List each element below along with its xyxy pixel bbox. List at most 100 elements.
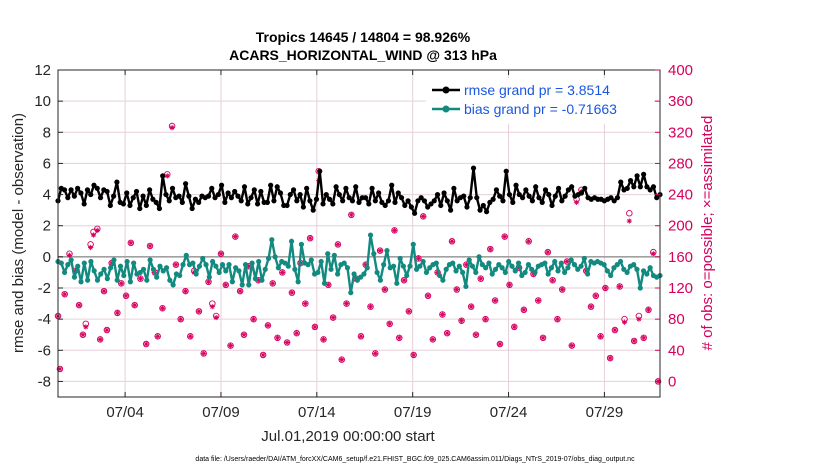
obs-assimilated-point [182,288,189,294]
bias-point [637,285,643,291]
y-right-tick-label: 400 [668,62,693,79]
rmse-point [114,179,120,185]
rmse-point [287,191,293,198]
y-tick-label: 12 [34,62,51,79]
bias-point [404,272,410,279]
obs-assimilated-point [612,327,618,333]
bias-point [117,263,124,269]
bias-point [361,271,367,277]
bias-point [460,269,466,276]
obs-possible-point [544,248,552,256]
obs-assimilated-point [363,262,369,268]
rmse-point [232,188,238,195]
rmse-point [192,196,199,202]
obs-assimilated-point [87,244,94,251]
bias-point [295,279,301,285]
obs-assimilated-point [411,352,417,358]
rmse-point [336,191,342,198]
rmse-point [487,199,493,205]
rmse-point [133,188,140,195]
rmse-point [503,168,509,174]
rmse-point [235,193,241,199]
obs-assimilated-point [155,333,161,339]
obs-possible-point [79,331,87,338]
obs-assimilated-point [430,336,436,342]
bias-point [65,262,71,268]
rmse-point [94,185,100,191]
rmse-point [107,202,113,209]
obs-possible-point [506,281,513,289]
obs-assimilated-point [164,173,170,179]
bias-point [548,265,555,271]
bias-point [321,280,328,286]
rmse-point [549,202,555,209]
bias-point [272,254,278,260]
obs-assimilated-point [66,252,73,258]
obs-possible-point [75,301,83,309]
bias-point [193,271,199,277]
y-tick-label: -4 [38,311,51,328]
rmse-point [438,202,444,209]
bias-point [450,260,456,266]
bias-point [492,266,499,272]
obs-possible-point [525,238,532,245]
obs-possible-point [611,326,619,334]
obs-possible-point [264,322,272,329]
bias-point [226,262,232,268]
rmse-point [120,201,127,207]
bias-point [410,241,416,247]
obs-assimilated-point [118,280,124,286]
x-tick-label: 07/04 [106,404,144,421]
obs-assimilated-point [213,314,219,321]
obs-assimilated-point [325,282,331,288]
obs-assimilated-point [80,332,86,338]
obs-assimilated-point [550,277,556,283]
rmse-point [536,195,542,201]
rmse-point [470,165,477,171]
rmse-point [212,195,218,201]
rmse-point [245,201,251,207]
bias-point [78,279,84,285]
rmse-point [271,198,277,204]
rmse-point [402,202,408,209]
obs-assimilated-point [201,350,207,356]
rmse-point [150,196,156,202]
obs-possible-point [520,306,528,314]
obs-assimilated-point [302,300,308,307]
plot-frame [57,69,661,398]
obs-possible-point [240,331,248,338]
rmse-point [562,193,568,199]
y-axis-left: -8 -6 -4 -2 0 2 4 6 8 10 12 [34,62,63,390]
rmse-point [320,201,326,207]
obs-assimilated-point [511,324,517,330]
bias-point [144,277,150,283]
obs-possible-point [343,300,350,307]
rmse-point [376,190,382,196]
obs-assimilated-point [312,324,318,330]
obs-possible-point [348,211,355,219]
bias-point [331,252,337,258]
obs-possible-point [597,333,604,340]
obs-assimilated-point [196,308,202,314]
bias-point [71,274,78,280]
obs-assimilated-point [636,316,642,322]
obs-possible-point [491,297,499,304]
rmse-point [238,198,244,204]
obs-assimilated-point [401,277,407,283]
bias-point [571,262,578,268]
rmse-point [542,187,549,193]
rmse-point [631,184,637,190]
obs-assimilated-point [143,341,149,347]
rmse-point [398,195,405,201]
bias-point [288,238,295,244]
rmse-point [189,205,195,212]
bias-point [374,269,380,276]
obs-assimilated-point [559,286,565,293]
rmse-point [654,195,660,201]
obs-assimilated-point [473,332,479,338]
obs-assimilated-point [241,332,247,338]
bias-point [486,260,492,266]
rmse-point [297,191,303,198]
rmse-point [218,182,225,188]
obs-assimilated-point [641,335,647,341]
